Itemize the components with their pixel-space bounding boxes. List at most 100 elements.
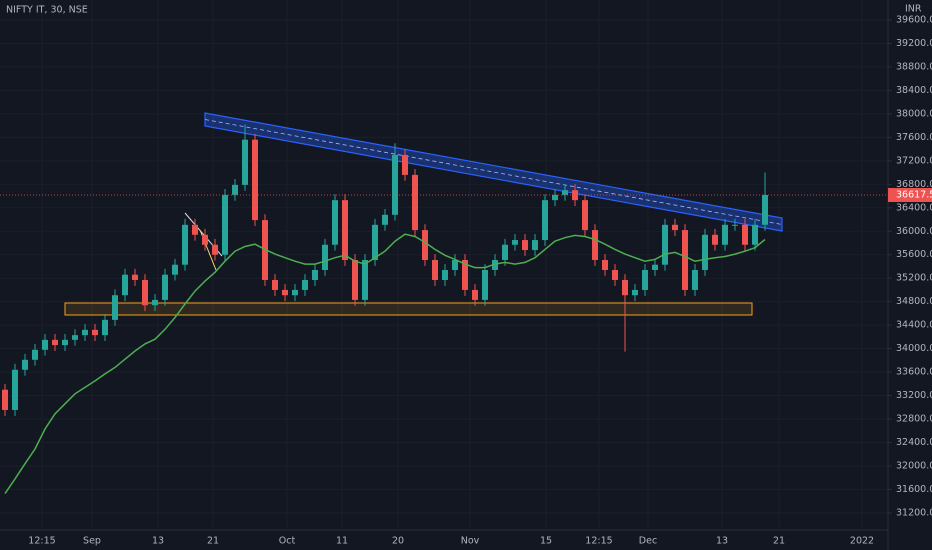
y-tick-label: 37200.00 [896,155,932,166]
x-tick-label: 11 [336,536,348,547]
candle-body [382,214,388,225]
y-tick-label: 32400.00 [896,437,932,448]
candle-body [462,260,468,290]
y-tick-label: 37600.00 [896,132,932,143]
candle-body [182,224,188,265]
candle-body [402,154,408,175]
candle-body [212,244,218,255]
candle-body [162,274,168,300]
candle-body [192,224,198,235]
y-tick-label: 33200.00 [896,390,932,401]
candle-body [722,224,728,245]
candle-body [132,274,138,280]
candle-body [692,269,698,290]
candle-body [732,224,738,226]
candle-body [292,289,298,296]
candle-body [492,260,498,270]
y-tick-label: 34800.00 [896,296,932,307]
candle-body [552,194,558,201]
last-price-tag [888,188,932,203]
candle-body [522,240,528,251]
y-tick-label: 33600.00 [896,367,932,378]
candle-body [62,339,68,346]
candle-body [2,389,8,410]
x-tick-label: 20 [392,536,404,547]
candle-body [302,279,308,290]
candle-body [112,295,118,320]
candles [0,124,888,495]
y-tick-label: 32000.00 [896,461,932,472]
candle-body [102,319,108,336]
candle-body [222,194,228,255]
candle-body [632,289,638,296]
y-tick-label: 36000.00 [896,226,932,237]
candle-body [562,190,568,195]
y-tick-label: 31600.00 [896,484,932,495]
candle-body [422,230,428,261]
candle-body [532,240,538,251]
candle-body [142,279,148,306]
candle-body [392,154,398,215]
candle-body [672,224,678,231]
candle-body [342,200,348,261]
candle-body [52,339,58,346]
candle-body [332,200,338,245]
candle-body [622,279,628,296]
candle-body [442,269,448,280]
candle-body [572,190,578,201]
chart-title: NIFTY IT, 30, NSE [6,5,88,16]
y-tick-label: 36400.00 [896,202,932,213]
axis-unit: INR [905,4,922,15]
candle-body [452,260,458,270]
candle-body [122,274,128,296]
candle-body [652,264,658,270]
x-tick-label: 2022 [850,536,874,547]
x-tick-label: Sep [83,536,101,547]
candle-body [82,329,88,336]
x-tick-label: 21 [773,536,785,547]
candle-body [762,195,768,225]
candle-body [312,269,318,280]
moving-average [4,233,766,495]
candle-body [642,269,648,290]
candle-body [472,289,478,300]
candle-body [92,329,98,336]
candle-body [72,335,78,340]
y-tick-label: 39600.00 [896,14,932,25]
x-tick-label: 13 [152,536,164,547]
y-tick-label: 34400.00 [896,320,932,331]
candle-body [702,234,708,270]
candle-body [542,200,548,241]
x-tick-label: 15 [540,536,552,547]
candle-body [172,264,178,275]
candle-body [502,244,508,261]
x-tick-label: 12:15 [28,536,55,547]
candle-body [362,260,368,300]
candle-body [592,230,598,261]
candle-body [412,174,418,231]
candle-body [662,224,668,265]
candle-body [42,339,48,350]
x-tick-label: Dec [639,536,657,547]
candle-body [232,184,238,195]
y-tick-label: 36800.00 [896,179,932,190]
candle-body [322,244,328,270]
x-tick-label: 12:15 [585,536,612,547]
candle-body [242,139,248,185]
candle-body [32,349,38,360]
candle-body [272,279,278,290]
candle-body [432,260,438,280]
x-tick-label: Nov [461,536,480,547]
trend-channel [204,112,783,232]
candle-body [152,299,158,306]
y-tick-label: 39200.00 [896,38,932,49]
candle-body [582,200,588,231]
candle-body [482,269,488,300]
candle-body [752,224,758,245]
y-tick-label: 35600.00 [896,249,932,260]
candle-body [202,234,208,245]
x-tick-label: 21 [207,536,219,547]
candle-body [282,289,288,296]
y-tick-label: 32800.00 [896,414,932,425]
candle-body [512,240,518,245]
